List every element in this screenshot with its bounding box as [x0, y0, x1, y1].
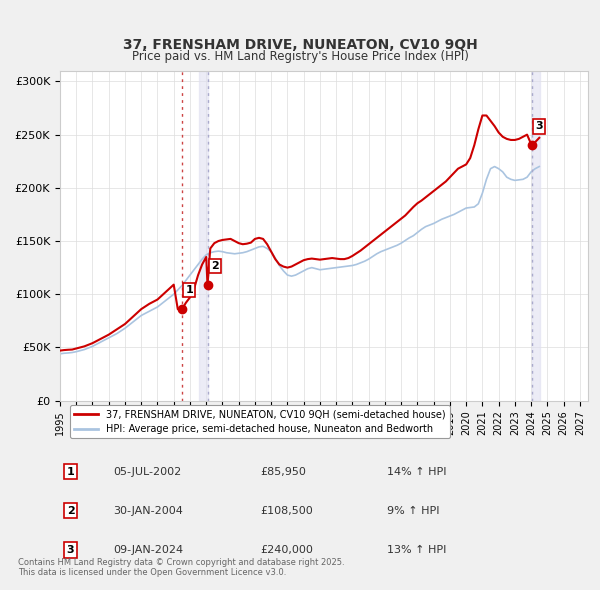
Text: 05-JUL-2002: 05-JUL-2002 — [113, 467, 181, 477]
Text: 30-JAN-2004: 30-JAN-2004 — [113, 506, 182, 516]
Text: 2: 2 — [211, 261, 218, 271]
Text: 09-JAN-2024: 09-JAN-2024 — [113, 545, 183, 555]
Legend: 37, FRENSHAM DRIVE, NUNEATON, CV10 9QH (semi-detached house), HPI: Average price: 37, FRENSHAM DRIVE, NUNEATON, CV10 9QH (… — [70, 405, 449, 438]
Bar — [532, 71, 540, 401]
Text: £85,950: £85,950 — [260, 467, 307, 477]
Text: Price paid vs. HM Land Registry's House Price Index (HPI): Price paid vs. HM Land Registry's House … — [131, 50, 469, 63]
Text: 1: 1 — [67, 467, 74, 477]
Text: 14% ↑ HPI: 14% ↑ HPI — [388, 467, 447, 477]
Text: 2: 2 — [67, 506, 74, 516]
Text: Contains HM Land Registry data © Crown copyright and database right 2025.
This d: Contains HM Land Registry data © Crown c… — [18, 558, 344, 577]
Text: 9% ↑ HPI: 9% ↑ HPI — [388, 506, 440, 516]
Bar — [199, 71, 208, 401]
Text: £240,000: £240,000 — [260, 545, 314, 555]
Text: 1: 1 — [185, 285, 193, 295]
Text: 3: 3 — [67, 545, 74, 555]
Text: 3: 3 — [535, 122, 542, 132]
Text: 37, FRENSHAM DRIVE, NUNEATON, CV10 9QH: 37, FRENSHAM DRIVE, NUNEATON, CV10 9QH — [122, 38, 478, 53]
Text: 13% ↑ HPI: 13% ↑ HPI — [388, 545, 447, 555]
Text: £108,500: £108,500 — [260, 506, 313, 516]
